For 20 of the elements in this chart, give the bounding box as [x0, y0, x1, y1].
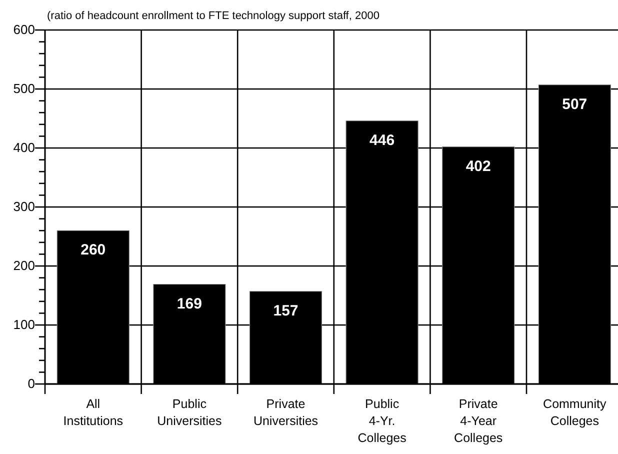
x-tick-label: Private 4-Year Colleges — [454, 397, 503, 445]
y-tick-label: 100 — [13, 317, 35, 332]
data-label: 157 — [273, 302, 298, 320]
x-tick-label: Private Universities — [253, 397, 318, 428]
data-label: 402 — [466, 158, 491, 175]
x-tick-label: All Institutions — [63, 397, 124, 428]
chart-title: (ratio of headcount enrollment to FTE technology support staff, 2000 — [47, 10, 380, 22]
x-tick-label: Public Universities — [157, 397, 222, 428]
x-tick-label: Public 4-Yr. Colleges — [358, 397, 406, 445]
y-tick-label: 400 — [13, 140, 35, 156]
y-tick-label: 600 — [13, 22, 35, 38]
data-label: 446 — [370, 132, 395, 149]
y-tick-label: 300 — [13, 199, 35, 214]
y-tick-label: 500 — [13, 81, 35, 96]
y-tick-label: 200 — [13, 258, 35, 274]
x-tick-label: Community Colleges — [543, 397, 607, 428]
data-label: 169 — [176, 295, 202, 312]
data-label: 260 — [80, 242, 106, 259]
data-label: 507 — [562, 96, 588, 113]
y-tick-label: 0 — [28, 376, 35, 392]
